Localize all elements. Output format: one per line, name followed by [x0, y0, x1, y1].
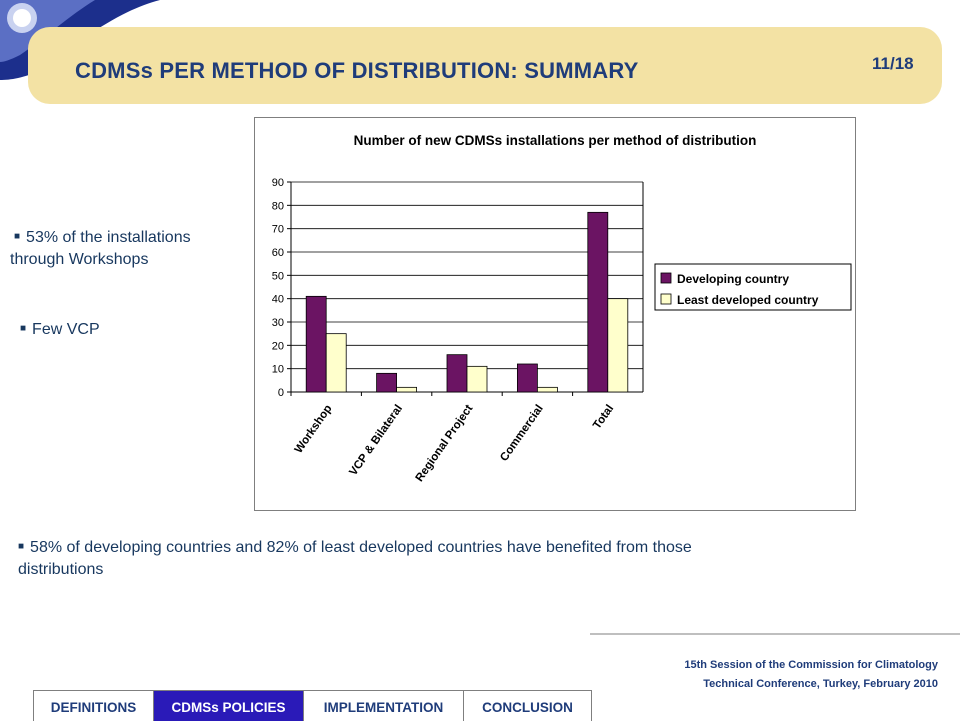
bar-developing: [446, 354, 468, 393]
legend-swatch: [660, 272, 672, 284]
y-tick-label: 0: [278, 387, 284, 399]
legend-swatch: [660, 293, 672, 305]
bullet-square-icon: ■: [14, 231, 21, 242]
bullet-text-continued: through Workshops: [10, 251, 149, 268]
legend-label: Least developed country: [677, 293, 819, 307]
bar-developing: [587, 211, 609, 393]
slide-title: CDMSs PER METHOD OF DISTRIBUTION: SUMMAR…: [75, 58, 639, 83]
bar-least-developed: [325, 333, 347, 393]
slide-number: 11/18: [872, 54, 914, 73]
bar-least-developed: [607, 298, 629, 393]
bullet-workshops: ■ 53% of the installations through Worksh…: [10, 226, 191, 271]
x-category-label: Workshop: [293, 403, 335, 456]
bullet-text-continued: distributions: [18, 561, 104, 578]
y-tick-label: 30: [272, 317, 284, 329]
y-tick-label: 60: [272, 247, 284, 259]
bullet-square-icon: ■: [18, 541, 25, 552]
x-category-label: Total: [591, 403, 616, 432]
bullet-text: 58% of developing countries and 82% of l…: [30, 539, 692, 556]
x-category-label: VCP & Bilateral: [347, 403, 405, 478]
bullet-square-icon: ■: [20, 323, 27, 334]
tab-conclusion[interactable]: CONCLUSION: [482, 699, 573, 715]
y-tick-label: 50: [272, 270, 284, 282]
tab-definitions[interactable]: DEFINITIONS: [34, 691, 154, 721]
y-tick-label: 40: [272, 294, 284, 306]
bullet-few-vcp: ■ Few VCP: [20, 318, 100, 341]
section-nav: DEFINITIONS CDMSs POLICIES IMPLEMENTATIO…: [33, 690, 592, 721]
bar-chart: Number of new CDMSs installations per me…: [272, 133, 852, 484]
footer-session: 15th Session of the Commission for Clima…: [684, 659, 938, 671]
chart-frame: Number of new CDMSs installations per me…: [254, 117, 856, 511]
y-tick-label: 20: [272, 340, 284, 352]
bar-developing: [376, 372, 397, 393]
bar-least-developed: [536, 386, 558, 393]
bullet-benefited: ■ 58% of developing countries and 82% of …: [18, 536, 692, 581]
bar-developing: [305, 295, 327, 393]
title-banner: [28, 27, 942, 104]
bar-least-developed: [466, 365, 488, 393]
bar-developing: [516, 363, 538, 393]
bullet-text: 53% of the installations: [26, 229, 191, 246]
chart-title: Number of new CDMSs installations per me…: [354, 133, 757, 148]
legend-label: Developing country: [677, 272, 789, 286]
x-category-label: Regional Project: [414, 403, 476, 484]
y-tick-label: 80: [272, 200, 284, 212]
bar-least-developed: [396, 386, 418, 393]
footer-conference: Technical Conference, Turkey, February 2…: [703, 678, 938, 690]
y-tick-label: 70: [272, 224, 284, 236]
y-tick-label: 10: [272, 364, 284, 376]
y-tick-label: 90: [272, 177, 284, 189]
x-category-label: Commercial: [498, 403, 546, 464]
tab-implementation[interactable]: IMPLEMENTATION: [304, 691, 464, 721]
bullet-text: Few VCP: [32, 321, 100, 338]
tab-cdmss-policies[interactable]: CDMSs POLICIES: [154, 691, 304, 721]
legend-box: [654, 263, 852, 311]
